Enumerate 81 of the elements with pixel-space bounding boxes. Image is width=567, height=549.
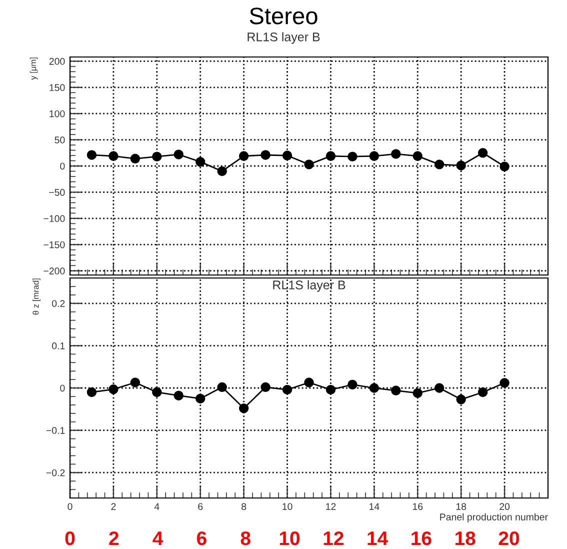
point	[130, 378, 140, 388]
point	[348, 380, 358, 390]
point	[260, 382, 270, 392]
point	[260, 150, 270, 160]
point	[369, 383, 380, 393]
point	[478, 387, 488, 398]
point	[412, 388, 422, 398]
x-tick-label: 18	[456, 531, 476, 546]
chart-subtitle: RL1S layer B	[248, 32, 320, 44]
point	[478, 148, 488, 158]
y-axis-title: θ z [mrad]	[32, 278, 40, 315]
y-tick-label: 0	[60, 162, 65, 170]
x-tick-label: 10	[280, 531, 300, 546]
point	[130, 154, 140, 164]
point	[326, 384, 336, 395]
x-tick-label: 20	[498, 531, 520, 546]
text: 20	[500, 503, 510, 510]
point	[282, 384, 292, 395]
text: 14	[370, 503, 380, 510]
point	[282, 150, 292, 160]
text: 0	[68, 503, 72, 510]
y-tick-label: −100	[44, 215, 65, 222]
point	[152, 152, 162, 162]
y-tick-label: 0.1	[52, 342, 65, 350]
text: 18	[456, 503, 466, 510]
point	[108, 151, 118, 161]
point	[434, 383, 444, 393]
point	[152, 387, 162, 398]
y-axis-title: y [μm]	[30, 58, 38, 80]
x-tick-label: 2	[109, 531, 119, 546]
point	[238, 151, 249, 161]
point	[412, 151, 422, 161]
x-tick-label: 12	[324, 531, 344, 546]
text: 16	[412, 503, 423, 510]
x-axis-title: Panel production number	[440, 513, 548, 522]
x-tick-label: 8	[240, 531, 250, 546]
point	[217, 382, 227, 392]
point	[238, 403, 249, 414]
text: 12	[326, 503, 336, 510]
point	[174, 150, 184, 160]
y-tick-label: 0	[60, 384, 65, 392]
point	[304, 160, 314, 170]
point	[456, 160, 466, 170]
y-tick-label: −50	[49, 188, 65, 196]
point	[86, 150, 97, 160]
x-tick-label: 4	[152, 532, 164, 546]
y-tick-label: 100	[50, 110, 65, 118]
point	[348, 152, 358, 162]
y-tick-label: −200	[44, 268, 65, 274]
y-tick-label: 0.2	[52, 300, 65, 308]
text: 8	[242, 503, 246, 510]
y-tick-label: 200	[49, 58, 65, 65]
text: 6	[198, 503, 203, 510]
point	[391, 386, 401, 396]
point	[196, 394, 206, 404]
point	[391, 149, 401, 159]
y-tick-label: 150	[50, 84, 65, 92]
x-tick-label: 14	[368, 532, 388, 546]
text: 4	[154, 503, 160, 510]
point	[434, 160, 444, 170]
point	[326, 151, 336, 161]
text: 10	[282, 503, 292, 510]
point	[304, 378, 314, 388]
y-tick-label: −0.2	[46, 469, 65, 476]
chart-title: Stereo	[250, 8, 318, 24]
point	[196, 156, 206, 167]
point	[500, 162, 510, 172]
text: 2	[111, 503, 116, 510]
point	[369, 151, 380, 161]
y-tick-label: 50	[54, 136, 65, 144]
point	[456, 394, 466, 404]
point	[108, 384, 118, 394]
point	[174, 390, 184, 400]
x-tick-label: 16	[412, 531, 432, 546]
point	[217, 166, 227, 176]
y-tick-label: −150	[44, 241, 65, 248]
x-tick-label: 6	[197, 531, 206, 546]
chart-title: RL1S layer B	[273, 280, 346, 292]
y-tick-label: −0.1	[46, 427, 65, 434]
point	[86, 387, 97, 398]
point	[500, 378, 510, 388]
